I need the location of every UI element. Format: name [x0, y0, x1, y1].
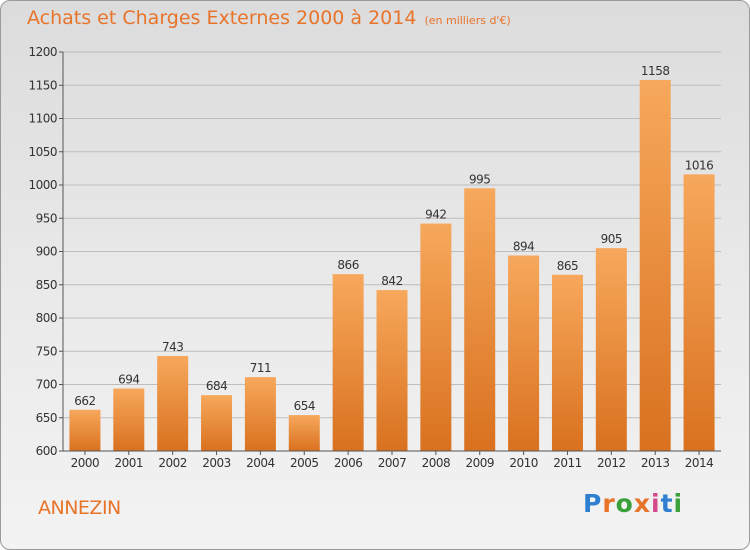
bar-value-label: 1158	[641, 64, 670, 78]
commune-name: ANNEZIN	[38, 497, 121, 519]
y-tick-label: 1200	[28, 45, 57, 59]
bar-value-label: 894	[513, 239, 534, 253]
proxiti-logo[interactable]: Proxiti	[583, 489, 683, 518]
bar	[639, 79, 671, 452]
bar-value-label: 942	[425, 208, 446, 222]
bar-value-label: 743	[162, 340, 183, 354]
y-tick-label: 900	[36, 245, 57, 259]
bar-value-label: 905	[601, 232, 622, 246]
y-tick-label: 1000	[28, 178, 57, 192]
x-tick-label: 2007	[378, 456, 407, 470]
bar-value-label: 866	[337, 258, 358, 272]
bar	[288, 415, 320, 451]
bar	[69, 409, 101, 451]
x-tick-label: 2001	[115, 456, 144, 470]
x-tick-label: 2002	[158, 456, 187, 470]
x-tick-label: 2011	[553, 456, 582, 470]
logo-letter: o	[615, 489, 634, 518]
bar	[113, 388, 145, 451]
bar-value-label: 865	[557, 259, 578, 273]
bar	[464, 188, 496, 451]
x-tick-label: 2009	[465, 456, 494, 470]
bar-value-label: 694	[118, 372, 139, 386]
logo-letter: x	[633, 489, 651, 518]
bar-value-label: 684	[206, 379, 227, 393]
x-tick-label: 2003	[202, 456, 231, 470]
bar-value-label: 654	[294, 399, 315, 413]
y-tick-label: 850	[36, 278, 57, 292]
y-tick-label: 1050	[28, 145, 57, 159]
logo-letter: P	[583, 489, 603, 518]
y-tick-label: 800	[36, 311, 57, 325]
bar	[420, 223, 452, 451]
y-tick-label: 1100	[28, 112, 57, 126]
logo-letter: r	[602, 489, 616, 518]
title-text: Achats et Charges Externes 2000 à 2014	[27, 7, 417, 29]
x-tick-label: 2005	[290, 456, 319, 470]
bar-value-label: 711	[250, 361, 271, 375]
y-tick-label: 700	[36, 378, 57, 392]
bar-value-label: 1016	[685, 158, 714, 172]
chart-subtitle: (en milliers d'€)	[424, 14, 511, 27]
bar-value-label: 995	[469, 172, 490, 186]
x-tick-label: 2000	[71, 456, 100, 470]
bar	[595, 248, 627, 451]
logo-letter: i	[651, 489, 661, 518]
x-tick-label: 2014	[685, 456, 714, 470]
x-tick-label: 2010	[509, 456, 538, 470]
x-tick-label: 2008	[422, 456, 451, 470]
y-tick-label: 650	[36, 411, 57, 425]
logo-letter: t	[660, 489, 674, 518]
bar-value-label: 662	[74, 394, 95, 408]
y-tick-label: 750	[36, 344, 57, 358]
bar	[551, 274, 583, 451]
y-tick-label: 950	[36, 211, 57, 225]
bar	[683, 174, 715, 452]
logo-letter: i	[673, 489, 684, 518]
bar	[332, 274, 364, 451]
bar	[157, 355, 189, 451]
bar	[376, 290, 408, 451]
bar-value-label: 842	[381, 274, 402, 288]
x-tick-label: 2006	[334, 456, 363, 470]
bar	[508, 255, 540, 451]
y-tick-label: 1150	[28, 78, 57, 92]
x-tick-label: 2004	[246, 456, 275, 470]
y-tick-label: 600	[36, 444, 57, 458]
chart-title: Achats et Charges Externes 2000 à 2014 (e…	[27, 7, 511, 29]
bar	[244, 377, 276, 451]
bar	[201, 395, 233, 451]
x-tick-label: 2013	[641, 456, 670, 470]
x-tick-label: 2012	[597, 456, 626, 470]
